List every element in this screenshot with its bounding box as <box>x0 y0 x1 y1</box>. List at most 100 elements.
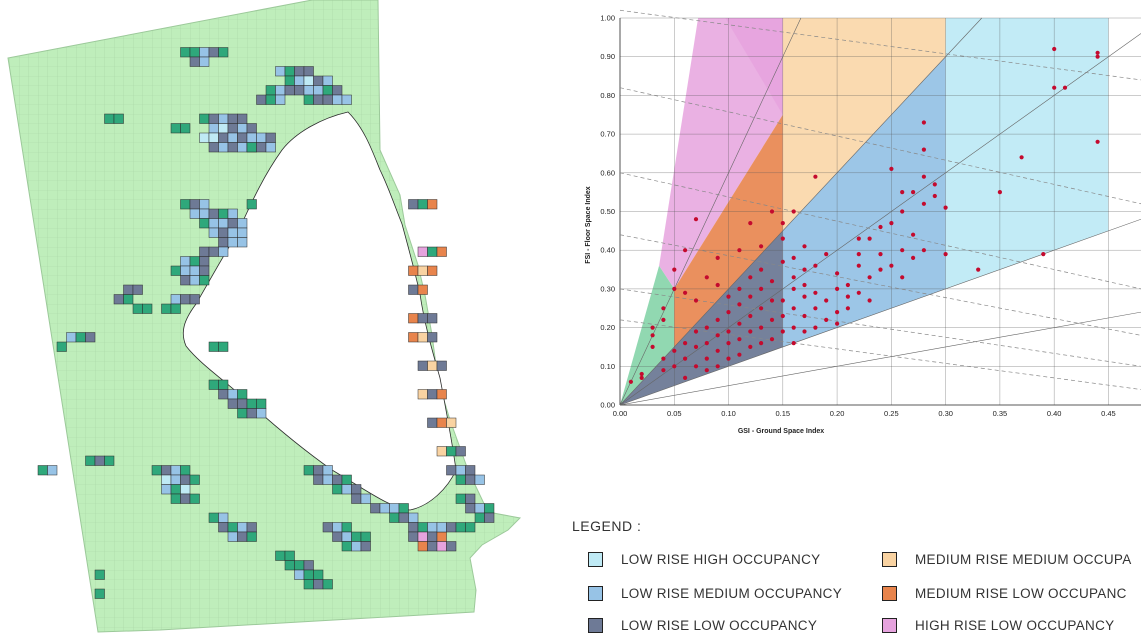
data-point <box>759 287 763 291</box>
map-cell <box>209 48 219 58</box>
data-point <box>748 329 752 333</box>
map-panel <box>0 0 560 635</box>
map-cell <box>190 257 200 267</box>
data-point <box>802 314 806 318</box>
legend-swatch <box>882 586 897 601</box>
y-tick-label: 0.60 <box>600 168 615 177</box>
map-cell <box>475 475 485 485</box>
data-point <box>922 175 926 179</box>
map-cell <box>162 485 172 495</box>
map-cell <box>209 143 219 153</box>
map-cell <box>437 523 447 533</box>
data-point <box>694 298 698 302</box>
map-cell <box>409 532 419 542</box>
data-point <box>672 364 676 368</box>
data-point <box>1096 55 1100 59</box>
data-point <box>878 225 882 229</box>
data-point <box>813 291 817 295</box>
map-cell <box>409 314 419 324</box>
map-cell <box>200 247 210 257</box>
legend-item-medium-rise-low-occupancy: MEDIUM RISE LOW OCCUPANC <box>882 586 1127 601</box>
map-cell <box>428 200 438 210</box>
map-cell <box>428 333 438 343</box>
map-cell <box>418 542 428 552</box>
map-cell <box>304 561 314 571</box>
map-cell <box>276 551 286 561</box>
map-cell <box>485 504 495 514</box>
map-cell <box>238 390 248 400</box>
data-point <box>770 209 774 213</box>
data-point <box>683 291 687 295</box>
y-tick-label: 0.20 <box>600 323 615 332</box>
data-point <box>878 268 882 272</box>
data-point <box>889 167 893 171</box>
map-cell <box>219 247 229 257</box>
data-point <box>748 221 752 225</box>
map-cell <box>238 238 248 248</box>
map-cell <box>76 333 86 343</box>
map-cell <box>295 570 305 580</box>
map-cell <box>399 513 409 523</box>
map-cell <box>342 523 352 533</box>
legend-swatch <box>588 552 603 567</box>
data-point <box>672 349 676 353</box>
data-point <box>835 287 839 291</box>
map-cell <box>190 209 200 219</box>
map-cell <box>323 466 333 476</box>
data-point <box>792 275 796 279</box>
data-point <box>1041 252 1045 256</box>
data-point <box>759 244 763 248</box>
map-cell <box>456 447 466 457</box>
legend-label: LOW RISE MEDIUM OCCUPANCY <box>621 586 842 601</box>
map-cell <box>314 570 324 580</box>
map-cell <box>200 209 210 219</box>
map-cell <box>447 466 457 476</box>
data-point <box>759 306 763 310</box>
map-cell <box>304 466 314 476</box>
map-cell <box>342 475 352 485</box>
map-cell <box>247 399 257 409</box>
data-point <box>813 175 817 179</box>
data-point <box>748 345 752 349</box>
data-point <box>792 341 796 345</box>
data-point <box>629 380 633 384</box>
data-point <box>1052 47 1056 51</box>
map-cell <box>247 133 257 143</box>
map-cell <box>143 304 153 314</box>
map-cell <box>285 551 295 561</box>
map-cell <box>276 67 286 77</box>
data-point <box>911 190 915 194</box>
map-cell <box>171 124 181 134</box>
data-point <box>705 368 709 372</box>
map-cell <box>295 76 305 86</box>
data-point <box>661 368 665 372</box>
x-tick-label: 0.30 <box>938 409 953 418</box>
map-cell <box>437 532 447 542</box>
data-point <box>716 333 720 337</box>
legend-item-low-rise-high-occupancy: LOW RISE HIGH OCCUPANCY <box>588 552 820 567</box>
map-cell <box>247 143 257 153</box>
data-point <box>694 345 698 349</box>
map-cell <box>190 494 200 504</box>
x-axis-label: GSI - Ground Space Index <box>738 428 824 435</box>
data-point <box>922 202 926 206</box>
map-cell <box>228 238 238 248</box>
data-point <box>792 209 796 213</box>
data-point <box>705 275 709 279</box>
map-cell <box>352 532 362 542</box>
map-cell <box>219 342 229 352</box>
data-point <box>944 252 948 256</box>
map-cell <box>342 95 352 105</box>
map-cell <box>228 114 238 124</box>
map-cell <box>428 532 438 542</box>
map-cell <box>171 295 181 305</box>
map-cell <box>456 494 466 504</box>
data-point <box>857 291 861 295</box>
map-cell <box>323 523 333 533</box>
data-point <box>737 302 741 306</box>
data-point <box>770 318 774 322</box>
map-cell <box>437 447 447 457</box>
data-point <box>759 268 763 272</box>
map-cell <box>238 114 248 124</box>
map-cell <box>181 124 191 134</box>
